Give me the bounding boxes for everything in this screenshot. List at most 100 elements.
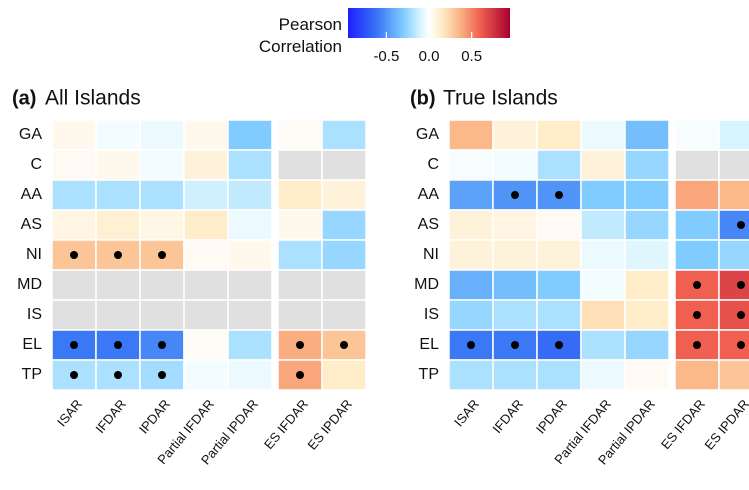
significance-dot	[737, 341, 745, 349]
heatmap-cell	[718, 119, 749, 151]
heatmap-cell	[139, 299, 185, 331]
heatmap-cell	[227, 209, 273, 241]
heatmap-cell	[580, 239, 626, 271]
heatmap-cell	[321, 119, 367, 151]
colorbar-title: Pearson Correlation	[258, 15, 342, 56]
heatmap-cell	[51, 269, 97, 301]
heatmap-cell	[277, 299, 323, 331]
heatmap-cell	[536, 269, 582, 301]
heatmap-cell	[674, 179, 720, 211]
row-label: AS	[21, 216, 42, 233]
heatmap-cell	[580, 209, 626, 241]
significance-dot	[114, 341, 122, 349]
heatmap-cell	[277, 149, 323, 181]
heatmap-cell	[277, 359, 323, 391]
heatmap-cell	[448, 239, 494, 271]
heatmap-cell	[448, 149, 494, 181]
panel-title: All Islands	[45, 87, 141, 110]
heatmap-cell	[448, 179, 494, 211]
heatmap-cell	[674, 329, 720, 361]
heatmap-cell	[718, 179, 749, 211]
row-label: IS	[27, 306, 42, 323]
column-label: ISAR	[451, 396, 482, 429]
column-label: ISAR	[54, 396, 85, 429]
heatmap-cell	[492, 119, 538, 151]
heatmap-cell	[321, 209, 367, 241]
row-label: GA	[416, 126, 439, 143]
heatmap-cell	[580, 329, 626, 361]
heatmap-cell	[448, 209, 494, 241]
heatmap-cell	[227, 119, 273, 151]
row-label: TP	[22, 366, 42, 383]
heatmap-cell	[580, 179, 626, 211]
heatmap-cell	[95, 269, 141, 301]
heatmap-cell	[227, 239, 273, 271]
heatmap-cell	[277, 239, 323, 271]
significance-dot	[555, 341, 563, 349]
heatmap-cell	[51, 119, 97, 151]
heatmap-cell	[227, 149, 273, 181]
heatmap-cell	[580, 359, 626, 391]
column-label: IPDAR	[533, 396, 570, 436]
heatmap-cell	[624, 329, 670, 361]
heatmap-cell	[718, 149, 749, 181]
heatmap-cell	[492, 209, 538, 241]
significance-dot	[158, 251, 166, 259]
heatmap-cell	[277, 209, 323, 241]
significance-dot	[555, 191, 563, 199]
heatmap-cell	[277, 269, 323, 301]
colorbar-tick-label: 0.5	[461, 48, 482, 65]
heatmap-cell	[718, 239, 749, 271]
panel-label: (b)	[410, 87, 436, 109]
heatmap-cell	[580, 119, 626, 151]
heatmap-cell	[183, 269, 229, 301]
row-label: AA	[21, 186, 43, 203]
heatmap-cell	[183, 239, 229, 271]
heatmap-cell	[624, 269, 670, 301]
significance-dot	[70, 341, 78, 349]
heatmap-cell	[624, 359, 670, 391]
heatmap-cell	[536, 299, 582, 331]
heatmap-cell	[95, 209, 141, 241]
heatmap-cell	[580, 149, 626, 181]
heatmap-cell	[139, 149, 185, 181]
heatmap-cell	[321, 179, 367, 211]
heatmap-cell	[580, 299, 626, 331]
significance-dot	[693, 341, 701, 349]
heatmap-cell	[227, 299, 273, 331]
significance-dot	[693, 311, 701, 319]
heatmap-cell	[321, 299, 367, 331]
row-label: IS	[424, 306, 439, 323]
heatmap-cell	[492, 269, 538, 301]
heatmap-cell	[51, 209, 97, 241]
heatmap-cell	[51, 149, 97, 181]
heatmap-cell	[321, 149, 367, 181]
heatmap-cell	[139, 209, 185, 241]
heatmap-cell	[321, 239, 367, 271]
significance-dot	[70, 251, 78, 259]
column-label: ES IFDAR	[658, 396, 708, 452]
column-label: IFDAR	[489, 396, 526, 436]
heatmap-cell	[536, 239, 582, 271]
colorbar-tick-label: -0.5	[373, 48, 399, 65]
heatmap-cell	[277, 179, 323, 211]
significance-dot	[158, 341, 166, 349]
row-label: MD	[414, 276, 439, 293]
significance-dot	[737, 221, 745, 229]
row-label: MD	[17, 276, 42, 293]
heatmap-cell	[718, 359, 749, 391]
heatmap-cell	[674, 149, 720, 181]
row-label: NI	[423, 246, 439, 263]
heatmap-cell	[95, 119, 141, 151]
heatmap-cell	[674, 119, 720, 151]
significance-dot	[467, 341, 475, 349]
column-label: ES IFDAR	[261, 396, 311, 452]
row-label: GA	[19, 126, 42, 143]
heatmap-cell	[139, 179, 185, 211]
significance-dot	[70, 371, 78, 379]
significance-dot	[511, 341, 519, 349]
row-label: NI	[26, 246, 42, 263]
heatmap-cell	[536, 149, 582, 181]
column-label: IPDAR	[136, 396, 173, 436]
heatmap-cell	[448, 269, 494, 301]
